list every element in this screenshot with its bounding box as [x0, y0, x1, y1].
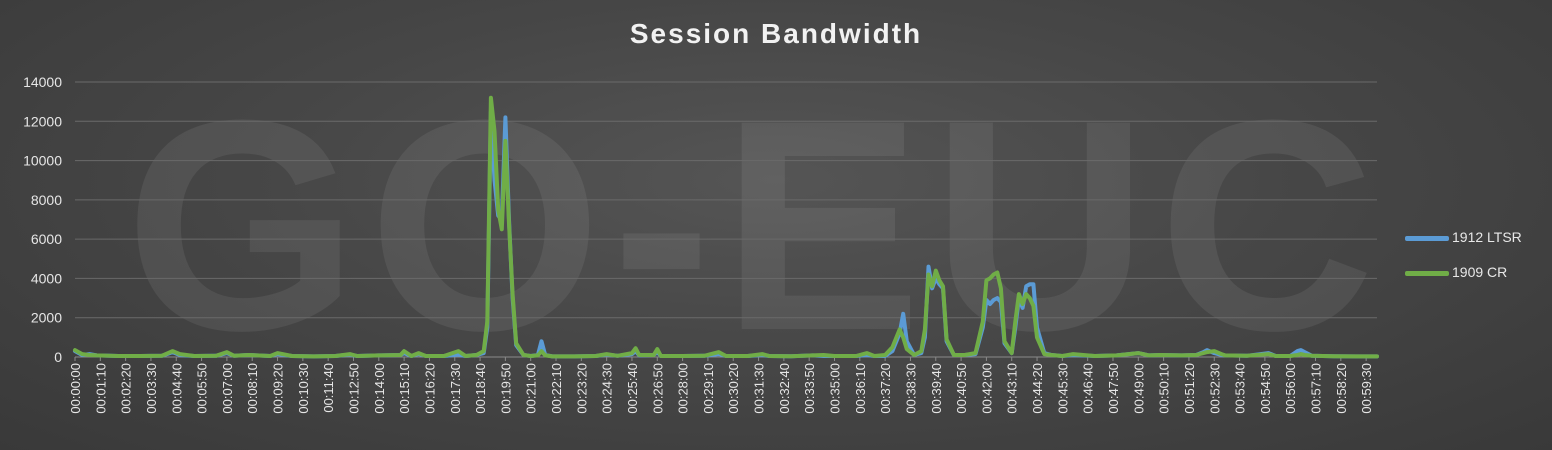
x-tick-label: 00:09:20: [271, 363, 286, 414]
x-tick-label: 00:39:40: [929, 363, 944, 414]
x-tick-label: 00:26:50: [650, 363, 665, 414]
legend-swatch-1909-cr: [1405, 270, 1449, 276]
legend-label-1912-ltsr: 1912 LTSR: [1452, 229, 1522, 245]
x-tick-label: 00:05:50: [195, 363, 210, 414]
x-tick-label: 00:03:30: [144, 363, 159, 414]
x-tick-label: 00:19:50: [498, 363, 513, 414]
x-tick-label: 00:45:30: [1055, 363, 1070, 414]
x-tick-label: 00:49:00: [1131, 363, 1146, 414]
x-tick-label: 00:35:00: [828, 363, 843, 414]
x-tick-label: 00:14:00: [372, 363, 387, 414]
x-tick-label: 00:17:30: [448, 363, 463, 414]
x-tick-label: 00:43:10: [1005, 363, 1020, 414]
x-tick-label: 00:59:30: [1359, 363, 1374, 414]
series-line-1909-cr: [73, 95, 1379, 359]
x-tick-label: 00:25:40: [625, 363, 640, 414]
x-tick-label: 00:22:10: [549, 363, 564, 414]
x-tick-label: 00:21:00: [524, 363, 539, 414]
legend-entry-1912-ltsr: 1912 LTSR: [1405, 229, 1522, 245]
x-tick-label: 00:47:50: [1106, 363, 1121, 414]
y-tick-label: 8000: [31, 192, 62, 208]
x-tick-label: 00:31:30: [752, 363, 767, 414]
x-tick-label: 00:50:10: [1157, 363, 1172, 414]
x-tick-label: 00:28:00: [676, 363, 691, 414]
x-tick-label: 00:53:40: [1233, 363, 1248, 414]
x-tick-label: 00:46:40: [1081, 363, 1096, 414]
x-tick-label: 00:12:50: [346, 363, 361, 414]
x-tick-label: 00:29:10: [701, 363, 716, 414]
x-tick-label: 00:18:40: [473, 363, 488, 414]
x-tick-label: 00:33:50: [802, 363, 817, 414]
y-tick-label: 6000: [31, 231, 62, 247]
x-tick-label: 00:04:40: [169, 363, 184, 414]
y-tick-label: 0: [54, 349, 62, 365]
x-tick-label: 00:58:20: [1334, 363, 1349, 414]
x-tick-label: 00:01:10: [93, 363, 108, 414]
watermark-logo: GO-EUC: [125, 95, 1385, 355]
y-tick-label: 10000: [23, 153, 62, 169]
series-line-1912-ltsr: [73, 109, 1379, 359]
y-tick-label: 4000: [31, 270, 62, 286]
x-tick-label: 00:08:10: [245, 363, 260, 414]
x-tick-label: 00:24:30: [600, 363, 615, 414]
y-tick-label: 14000: [23, 74, 62, 90]
x-tick-label: 00:36:10: [853, 363, 868, 414]
legend-entry-1909-cr: 1909 CR: [1405, 264, 1507, 280]
x-tick-label: 00:38:30: [903, 363, 918, 414]
x-tick-label: 00:02:20: [119, 363, 134, 414]
x-tick-label: 00:54:50: [1258, 363, 1273, 414]
chart-title: Session Bandwidth: [629, 18, 923, 49]
x-tick-label: 00:23:20: [574, 363, 589, 414]
x-tick-label: 00:37:20: [878, 363, 893, 414]
legend-swatch-1912-ltsr: [1405, 235, 1449, 241]
x-tick-label: 00:11:40: [321, 363, 336, 413]
x-tick-label: 00:00:00: [68, 363, 83, 414]
x-tick-label: 00:44:20: [1030, 363, 1045, 414]
x-tick-label: 00:52:30: [1207, 363, 1222, 414]
x-tick-label: 00:15:10: [397, 363, 412, 414]
legend-label-1909-cr: 1909 CR: [1452, 264, 1508, 280]
x-tick-label: 00:16:20: [422, 363, 437, 414]
x-tick-label: 00:51:20: [1182, 363, 1197, 414]
x-tick-label: 00:42:00: [979, 363, 994, 414]
y-tick-label: 2000: [31, 310, 62, 326]
x-tick-label: 00:30:20: [726, 363, 741, 414]
x-tick-label: 00:10:30: [296, 363, 311, 414]
x-tick-label: 00:07:00: [220, 363, 235, 414]
x-tick-label: 00:57:10: [1309, 363, 1324, 414]
x-tick-label: 00:56:00: [1283, 363, 1298, 414]
y-tick-label: 12000: [23, 113, 62, 129]
x-tick-label: 00:40:50: [954, 363, 969, 414]
x-tick-label: 00:32:40: [777, 363, 792, 414]
